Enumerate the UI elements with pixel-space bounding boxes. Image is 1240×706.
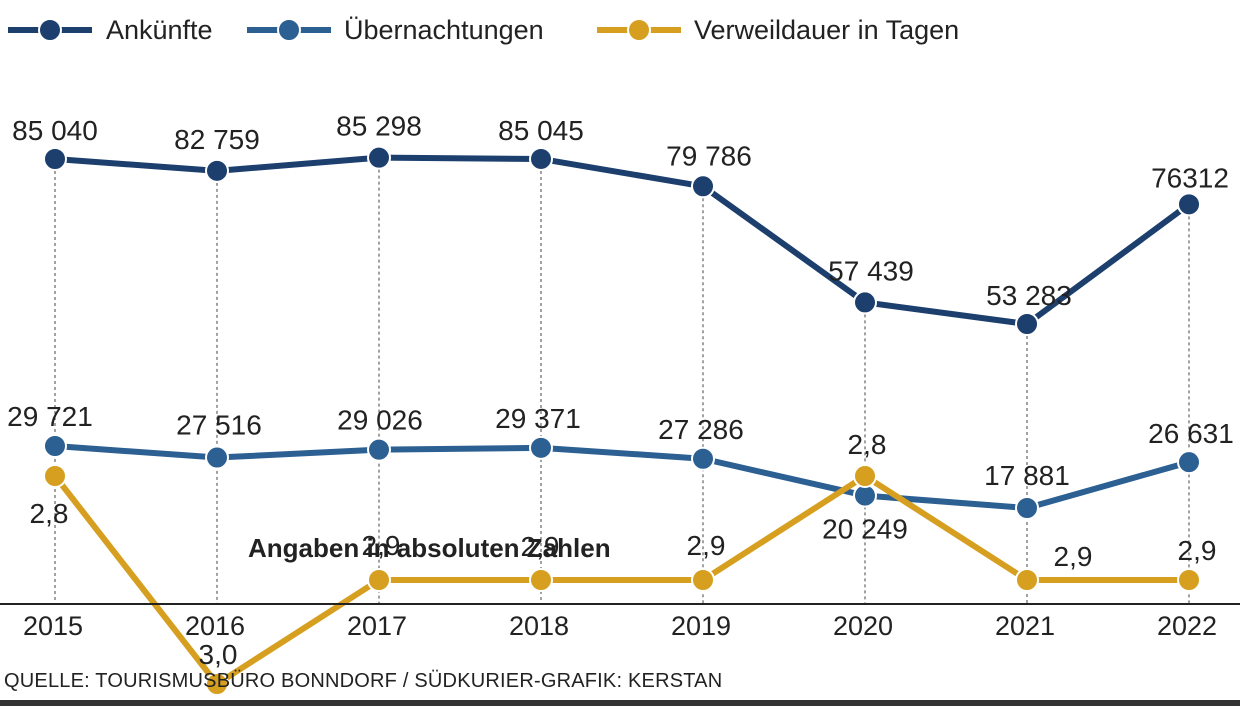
data-point <box>1015 496 1039 520</box>
data-label-ankuenfte: 79 786 <box>666 140 752 171</box>
legend-swatch-marker <box>277 18 301 42</box>
legend-label: Übernachtungen <box>344 15 544 45</box>
data-point <box>853 290 877 315</box>
bottom-rule <box>0 700 1240 706</box>
data-point <box>367 437 391 462</box>
grid-lines <box>54 157 1190 604</box>
legend-swatch-marker <box>627 18 651 42</box>
data-point <box>853 464 877 488</box>
data-point <box>1177 192 1201 217</box>
x-tick-label: 2022 <box>1157 611 1217 641</box>
series-verweildauer <box>43 464 1201 696</box>
data-point <box>1177 568 1201 592</box>
data-label-uebernachtungen: 27 516 <box>176 410 262 441</box>
data-label-verweildauer: 2,8 <box>30 498 69 529</box>
data-point <box>43 434 67 458</box>
x-tick-label: 2015 <box>23 611 83 641</box>
legend-label: Verweildauer in Tagen <box>694 15 959 45</box>
data-point <box>529 568 553 592</box>
x-tick-label: 2018 <box>509 611 569 641</box>
data-label-ankuenfte: 76312 <box>1151 162 1229 193</box>
data-point <box>1177 450 1201 475</box>
x-tick-label: 2020 <box>833 611 893 641</box>
data-label-verweildauer: 2,8 <box>848 429 887 460</box>
x-axis: 2015 2016 2017 2018 2019 2020 2021 2022 <box>0 603 1240 641</box>
data-point <box>205 672 229 696</box>
data-label-verweildauer: 2,9 <box>1054 541 1093 572</box>
legend: Ankünfte Übernachtungen Verweildauer in Ta… <box>8 15 959 45</box>
series-line <box>52 473 1189 687</box>
data-label-uebernachtungen: 26 631 <box>1148 418 1234 449</box>
x-tick-label: 2016 <box>185 611 245 641</box>
x-tick-label: 2017 <box>347 611 407 641</box>
series-group <box>43 145 1201 696</box>
data-label-uebernachtungen: 27 286 <box>658 414 744 445</box>
data-point <box>1015 568 1039 592</box>
data-label-uebernachtungen: 29 371 <box>495 403 581 434</box>
data-label-uebernachtungen: 17 881 <box>984 460 1070 491</box>
data-label-uebernachtungen: 20 249 <box>822 514 908 545</box>
legend-item-verweildauer: Verweildauer in Tagen <box>597 15 959 45</box>
source-credit: QUELLE: TOURISMUSBÜRO BONNDORF / SÜDKURI… <box>4 670 723 692</box>
series-uebernachtungen <box>43 434 1201 520</box>
data-label-ankuenfte: 57 439 <box>828 255 914 286</box>
data-point <box>205 158 229 183</box>
data-labels: 85 040 82 759 85 298 85 045 79 786 57 439 53 2… <box>7 111 1234 670</box>
data-point <box>43 464 67 488</box>
data-point <box>529 435 553 460</box>
data-label-ankuenfte: 85 040 <box>12 115 98 146</box>
legend-label: Ankünfte <box>106 15 213 45</box>
data-label-ankuenfte: 53 283 <box>986 280 1072 311</box>
data-label-verweildauer: 2,9 <box>521 531 560 562</box>
data-point <box>1015 312 1039 336</box>
series-line <box>54 154 1191 327</box>
data-label-uebernachtungen: 29 721 <box>7 401 93 432</box>
x-tick-label: 2019 <box>671 611 731 641</box>
x-tick-label: 2021 <box>995 611 1055 641</box>
chart-note: Angaben in absoluten Zahlen <box>248 533 611 563</box>
data-label-verweildauer: 2,9 <box>687 530 726 561</box>
data-label-ankuenfte: 82 759 <box>174 124 260 155</box>
legend-swatch-marker <box>38 18 62 42</box>
data-point <box>367 145 391 170</box>
data-point <box>691 174 715 199</box>
data-label-ankuenfte: 85 045 <box>498 115 584 146</box>
legend-item-uebernachtungen: Übernachtungen <box>247 15 544 45</box>
legend-item-ankuenfte: Ankünfte <box>8 15 213 45</box>
data-label-ankuenfte: 85 298 <box>336 111 422 142</box>
series-ankuenfte <box>43 145 1201 336</box>
series-line <box>54 443 1190 511</box>
data-label-verweildauer: 2,9 <box>1178 535 1217 566</box>
data-label-verweildauer: 2,9 <box>362 530 401 561</box>
data-point <box>367 568 391 592</box>
data-point <box>205 445 229 470</box>
data-point <box>691 446 715 471</box>
data-label-verweildauer: 3,0 <box>199 639 238 670</box>
data-point <box>691 568 715 592</box>
data-label-uebernachtungen: 29 026 <box>337 405 423 436</box>
data-point <box>529 146 553 171</box>
data-point <box>43 147 67 171</box>
